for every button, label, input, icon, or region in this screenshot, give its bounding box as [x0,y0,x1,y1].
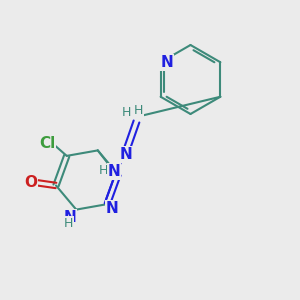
Text: N: N [105,201,118,216]
Text: O: O [24,175,37,190]
Text: N: N [160,55,173,70]
Text: Cl: Cl [39,136,56,152]
Text: N: N [120,147,132,162]
Text: H: H [121,106,131,119]
Text: H: H [64,217,74,230]
Text: H: H [99,164,108,178]
Text: H: H [134,104,144,118]
Text: N: N [64,210,76,225]
Text: N: N [108,164,120,179]
